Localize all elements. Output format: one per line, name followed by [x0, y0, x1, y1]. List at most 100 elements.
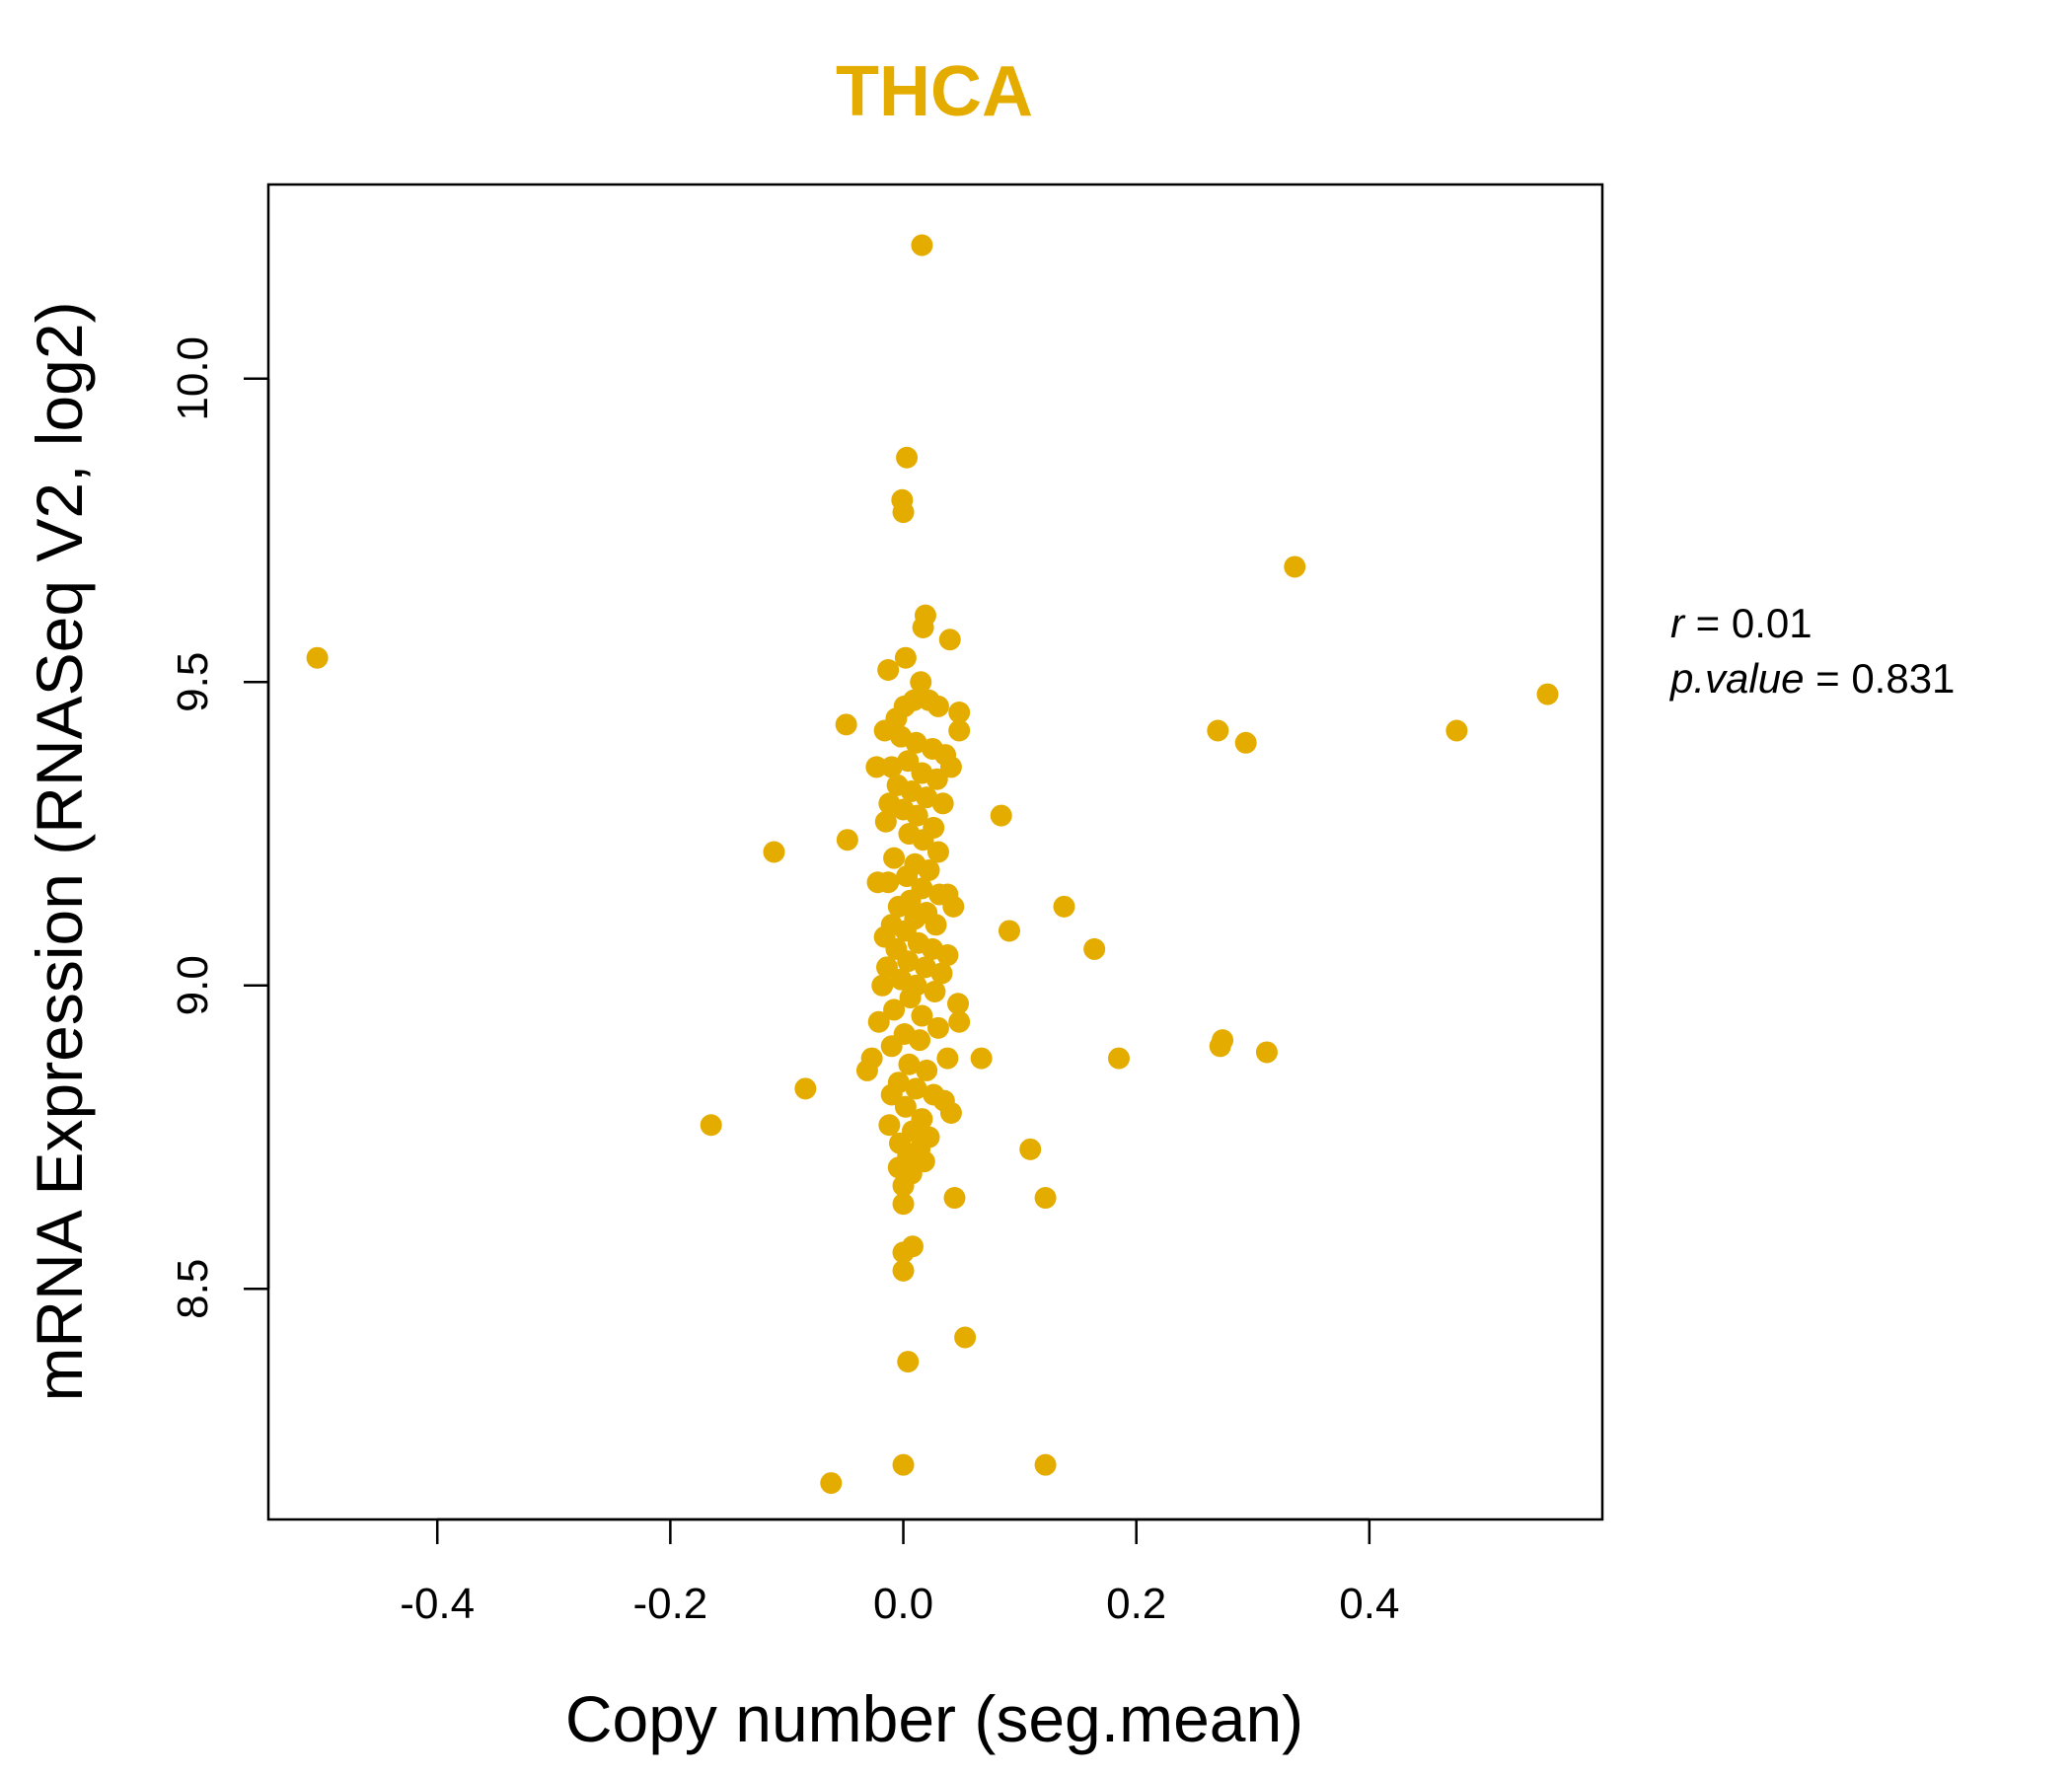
- data-point: [939, 1101, 962, 1124]
- data-point: [892, 1259, 915, 1282]
- data-point: [892, 501, 915, 524]
- y-axis: 8.5 9.0 9.5 10.0: [169, 336, 270, 1319]
- data-point: [894, 1095, 917, 1118]
- data-point: [898, 1053, 921, 1075]
- data-point: [877, 659, 900, 681]
- data-point: [936, 944, 959, 967]
- data-point: [1019, 1138, 1042, 1160]
- data-point: [1034, 1453, 1057, 1476]
- data-point: [916, 786, 938, 809]
- data-point: [910, 671, 932, 694]
- data-point: [926, 695, 949, 717]
- x-axis-label: Copy number (seg.mean): [565, 1682, 1303, 1755]
- data-point: [1536, 683, 1559, 705]
- p-label: p.value: [1668, 655, 1804, 702]
- data-point: [925, 914, 947, 936]
- data-point: [892, 1193, 915, 1216]
- data-point: [880, 1083, 903, 1106]
- data-point: [894, 646, 917, 669]
- data-point: [855, 1059, 878, 1081]
- data-point: [947, 993, 970, 1015]
- x-tick-label: 0.4: [1339, 1580, 1399, 1628]
- data-point: [918, 858, 940, 881]
- data-point: [911, 1004, 933, 1027]
- y-tick-label: 10.0: [169, 336, 217, 421]
- data-point: [880, 756, 903, 778]
- data-point: [883, 999, 906, 1021]
- data-point: [1255, 1041, 1278, 1064]
- data-point: [926, 841, 949, 863]
- data-point: [892, 1453, 915, 1476]
- data-point: [905, 1077, 927, 1100]
- data-point: [931, 792, 954, 815]
- data-point: [911, 234, 933, 257]
- data-point: [998, 920, 1020, 942]
- data-point: [943, 1187, 966, 1210]
- data-point: [954, 1326, 977, 1349]
- x-tick-label: 0.0: [873, 1580, 933, 1628]
- data-point: [887, 895, 910, 918]
- data-point: [306, 646, 329, 669]
- data-point: [926, 1016, 949, 1039]
- data-point: [700, 1114, 722, 1137]
- y-axis-label: mRNA Expression (RNASeq V2, log2): [23, 301, 96, 1401]
- y-tick-label: 8.5: [169, 1259, 217, 1319]
- data-point: [867, 1010, 890, 1033]
- data-point: [1053, 895, 1075, 918]
- data-point: [892, 1174, 915, 1197]
- data-point: [942, 895, 965, 918]
- data-point: [909, 1029, 931, 1052]
- data-point: [948, 702, 971, 724]
- data-point: [925, 768, 948, 790]
- data-point: [836, 829, 858, 851]
- data-point: [897, 750, 920, 773]
- data-point: [897, 1351, 920, 1373]
- y-tick-label: 9.5: [169, 652, 217, 712]
- r-label: r: [1670, 600, 1686, 646]
- data-point: [1209, 1035, 1231, 1058]
- data-point: [1034, 1187, 1057, 1210]
- data-point: [1234, 731, 1257, 754]
- data-point: [905, 731, 927, 754]
- y-tick-label: 9.0: [169, 955, 217, 1015]
- data-point: [1284, 555, 1306, 578]
- x-tick-label: -0.4: [400, 1580, 475, 1628]
- x-tick-label: -0.2: [632, 1580, 707, 1628]
- data-point: [899, 987, 922, 1009]
- data-point: [1083, 937, 1106, 960]
- data-point: [948, 719, 971, 742]
- data-point: [914, 956, 936, 979]
- data-points: [306, 234, 1559, 1495]
- r-value: 0.01: [1732, 600, 1813, 646]
- r-stat: r = 0.01: [1670, 600, 1813, 646]
- data-point: [912, 616, 934, 638]
- data-point: [875, 956, 898, 979]
- data-point: [865, 756, 888, 778]
- data-point: [794, 1077, 817, 1100]
- data-point: [883, 847, 906, 869]
- x-axis: -0.4 -0.2 0.0 0.2 0.4: [400, 1517, 1399, 1628]
- data-point: [763, 841, 785, 863]
- data-point: [924, 980, 946, 1002]
- data-point: [896, 865, 919, 888]
- data-point: [936, 1047, 959, 1070]
- p-stat: p.value = 0.831: [1668, 655, 1955, 702]
- data-point: [1207, 719, 1229, 742]
- correlation-annotation: r = 0.01 p.value = 0.831: [1668, 600, 1955, 702]
- p-value: 0.831: [1851, 655, 1955, 702]
- data-point: [871, 974, 894, 997]
- data-point: [930, 962, 953, 985]
- data-point: [990, 804, 1012, 827]
- data-point: [916, 1059, 938, 1081]
- data-point: [878, 1114, 901, 1137]
- data-point: [948, 1010, 971, 1033]
- data-point: [880, 1035, 903, 1058]
- data-point: [874, 810, 897, 833]
- data-point: [912, 829, 934, 851]
- data-point: [896, 446, 919, 469]
- data-point: [938, 629, 961, 651]
- data-point: [866, 871, 889, 894]
- chart-title: THCA: [836, 52, 1033, 131]
- data-point: [1445, 719, 1468, 742]
